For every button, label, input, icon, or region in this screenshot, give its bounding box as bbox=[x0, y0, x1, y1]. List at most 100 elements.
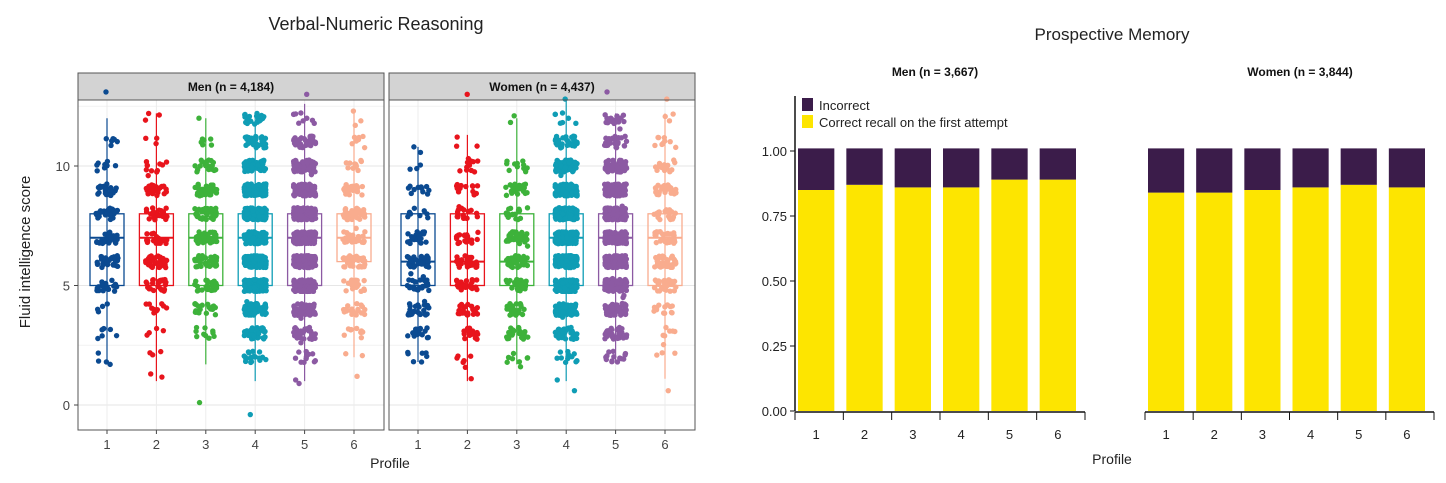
left-chart-title: Verbal-Numeric Reasoning bbox=[268, 14, 483, 34]
data-point bbox=[204, 263, 209, 268]
data-point bbox=[346, 261, 351, 266]
data-point bbox=[475, 230, 480, 235]
data-point bbox=[610, 240, 615, 245]
data-point bbox=[108, 187, 113, 192]
data-point bbox=[247, 302, 252, 307]
data-point bbox=[195, 288, 200, 293]
data-point bbox=[212, 230, 217, 235]
data-point bbox=[414, 229, 419, 234]
data-point bbox=[309, 206, 314, 211]
data-point bbox=[201, 331, 206, 336]
data-point bbox=[506, 168, 511, 173]
data-point bbox=[622, 134, 627, 139]
data-point bbox=[426, 335, 431, 340]
data-point bbox=[419, 186, 424, 191]
data-point bbox=[100, 241, 105, 246]
data-point bbox=[461, 213, 466, 218]
data-point bbox=[454, 355, 459, 360]
data-point bbox=[558, 121, 563, 126]
data-point-min bbox=[419, 359, 424, 364]
data-point bbox=[149, 168, 154, 173]
data-point bbox=[245, 141, 250, 146]
data-point bbox=[557, 333, 562, 338]
data-point bbox=[249, 165, 254, 170]
data-point bbox=[463, 184, 468, 189]
data-point bbox=[559, 260, 564, 265]
data-point bbox=[568, 325, 573, 330]
left-y-axis-label: Fluid intelligence score bbox=[17, 176, 34, 329]
data-point bbox=[572, 231, 577, 236]
data-point bbox=[260, 335, 265, 340]
data-point bbox=[197, 239, 202, 244]
data-point bbox=[360, 134, 365, 139]
data-point bbox=[467, 163, 472, 168]
data-point bbox=[252, 311, 257, 316]
data-point bbox=[415, 302, 420, 307]
data-point bbox=[341, 256, 346, 261]
data-point bbox=[242, 283, 247, 288]
data-point bbox=[405, 333, 410, 338]
data-point bbox=[464, 167, 469, 172]
data-point bbox=[568, 303, 573, 308]
data-point bbox=[96, 358, 101, 363]
data-point bbox=[107, 212, 112, 217]
data-point bbox=[504, 161, 509, 166]
data-point bbox=[95, 262, 100, 267]
data-point bbox=[301, 336, 306, 341]
data-point bbox=[206, 280, 211, 285]
data-point bbox=[353, 226, 358, 231]
data-point bbox=[155, 240, 160, 245]
data-point bbox=[614, 279, 619, 284]
data-point bbox=[564, 235, 569, 240]
data-point-max bbox=[411, 144, 416, 149]
data-point bbox=[153, 141, 158, 146]
data-point bbox=[306, 352, 311, 357]
data-point bbox=[144, 231, 149, 236]
data-point bbox=[418, 150, 423, 155]
data-point bbox=[147, 301, 152, 306]
data-point bbox=[192, 163, 197, 168]
data-point bbox=[156, 279, 161, 284]
data-point-min bbox=[197, 400, 202, 405]
data-point bbox=[525, 334, 530, 339]
data-point bbox=[623, 307, 628, 312]
data-point bbox=[566, 265, 571, 270]
data-point bbox=[242, 254, 247, 259]
data-point bbox=[424, 304, 429, 309]
data-point bbox=[294, 188, 299, 193]
x-tick-label: 6 bbox=[350, 437, 357, 452]
data-point bbox=[506, 206, 511, 211]
data-point-min bbox=[354, 374, 359, 379]
data-point bbox=[474, 191, 479, 196]
data-point bbox=[469, 331, 474, 336]
data-point bbox=[95, 307, 100, 312]
data-point bbox=[506, 237, 511, 242]
data-point bbox=[406, 310, 411, 315]
data-point bbox=[462, 331, 467, 336]
data-point bbox=[466, 156, 471, 161]
data-point bbox=[297, 137, 302, 142]
data-point bbox=[512, 307, 517, 312]
data-point-min bbox=[518, 364, 523, 369]
data-point bbox=[359, 264, 364, 269]
data-point bbox=[358, 289, 363, 294]
data-point bbox=[563, 336, 568, 341]
data-point bbox=[520, 256, 525, 261]
data-point bbox=[94, 162, 99, 167]
data-point bbox=[574, 190, 579, 195]
data-point bbox=[474, 259, 479, 264]
data-point bbox=[164, 214, 169, 219]
data-point bbox=[198, 259, 203, 264]
data-point bbox=[360, 353, 365, 358]
data-point bbox=[346, 281, 351, 286]
data-point bbox=[523, 235, 528, 240]
data-point bbox=[351, 236, 356, 241]
data-point bbox=[411, 359, 416, 364]
data-point bbox=[206, 167, 211, 172]
data-point bbox=[465, 260, 470, 265]
data-point bbox=[620, 192, 625, 197]
data-point bbox=[292, 135, 297, 140]
data-point bbox=[475, 237, 480, 242]
data-point bbox=[247, 114, 252, 119]
data-point bbox=[194, 334, 199, 339]
